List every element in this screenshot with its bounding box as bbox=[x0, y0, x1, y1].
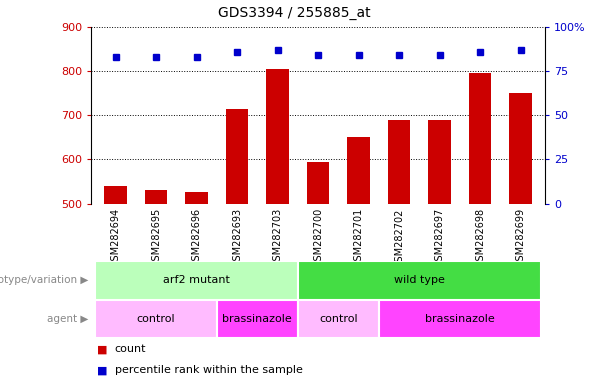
Text: GSM282700: GSM282700 bbox=[313, 208, 323, 267]
Text: ■: ■ bbox=[97, 365, 108, 375]
Bar bbox=[307, 162, 329, 204]
Text: GSM282699: GSM282699 bbox=[515, 208, 525, 267]
Bar bbox=[348, 137, 370, 204]
Text: ■: ■ bbox=[97, 344, 108, 354]
Text: brassinazole: brassinazole bbox=[425, 314, 495, 324]
Text: control: control bbox=[137, 314, 176, 324]
Text: GSM282693: GSM282693 bbox=[232, 208, 242, 267]
Text: GSM282701: GSM282701 bbox=[353, 208, 363, 267]
Bar bbox=[266, 69, 289, 204]
Text: genotype/variation ▶: genotype/variation ▶ bbox=[0, 275, 88, 285]
Bar bbox=[379, 300, 541, 338]
Bar bbox=[428, 120, 451, 204]
Text: GSM282703: GSM282703 bbox=[273, 208, 283, 267]
Text: arf2 mutant: arf2 mutant bbox=[163, 275, 230, 285]
Text: GSM282695: GSM282695 bbox=[151, 208, 161, 267]
Bar bbox=[469, 73, 491, 204]
Text: percentile rank within the sample: percentile rank within the sample bbox=[115, 365, 303, 375]
Text: GSM282697: GSM282697 bbox=[435, 208, 445, 267]
Bar bbox=[298, 300, 379, 338]
Bar bbox=[145, 190, 167, 204]
Bar bbox=[509, 93, 532, 204]
Bar bbox=[226, 109, 248, 204]
Text: brassinazole: brassinazole bbox=[223, 314, 292, 324]
Bar bbox=[95, 261, 298, 300]
Bar bbox=[104, 186, 127, 204]
Text: GDS3394 / 255885_at: GDS3394 / 255885_at bbox=[218, 7, 371, 20]
Bar bbox=[95, 300, 217, 338]
Text: GSM282694: GSM282694 bbox=[111, 208, 121, 267]
Bar bbox=[388, 120, 410, 204]
Text: control: control bbox=[319, 314, 358, 324]
Text: GSM282696: GSM282696 bbox=[191, 208, 201, 267]
Bar bbox=[217, 300, 298, 338]
Text: GSM282702: GSM282702 bbox=[394, 208, 404, 268]
Text: GSM282698: GSM282698 bbox=[475, 208, 485, 267]
Text: wild type: wild type bbox=[394, 275, 445, 285]
Text: count: count bbox=[115, 344, 146, 354]
Text: agent ▶: agent ▶ bbox=[47, 314, 88, 324]
Bar bbox=[186, 192, 208, 204]
Bar bbox=[298, 261, 541, 300]
